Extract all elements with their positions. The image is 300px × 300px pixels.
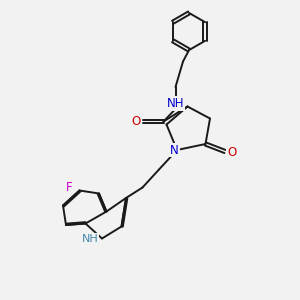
Text: N: N [170,143,179,157]
Text: O: O [131,115,140,128]
Text: NH: NH [82,234,98,244]
Text: O: O [227,146,236,160]
Text: F: F [66,181,72,194]
Text: NH: NH [167,97,184,110]
